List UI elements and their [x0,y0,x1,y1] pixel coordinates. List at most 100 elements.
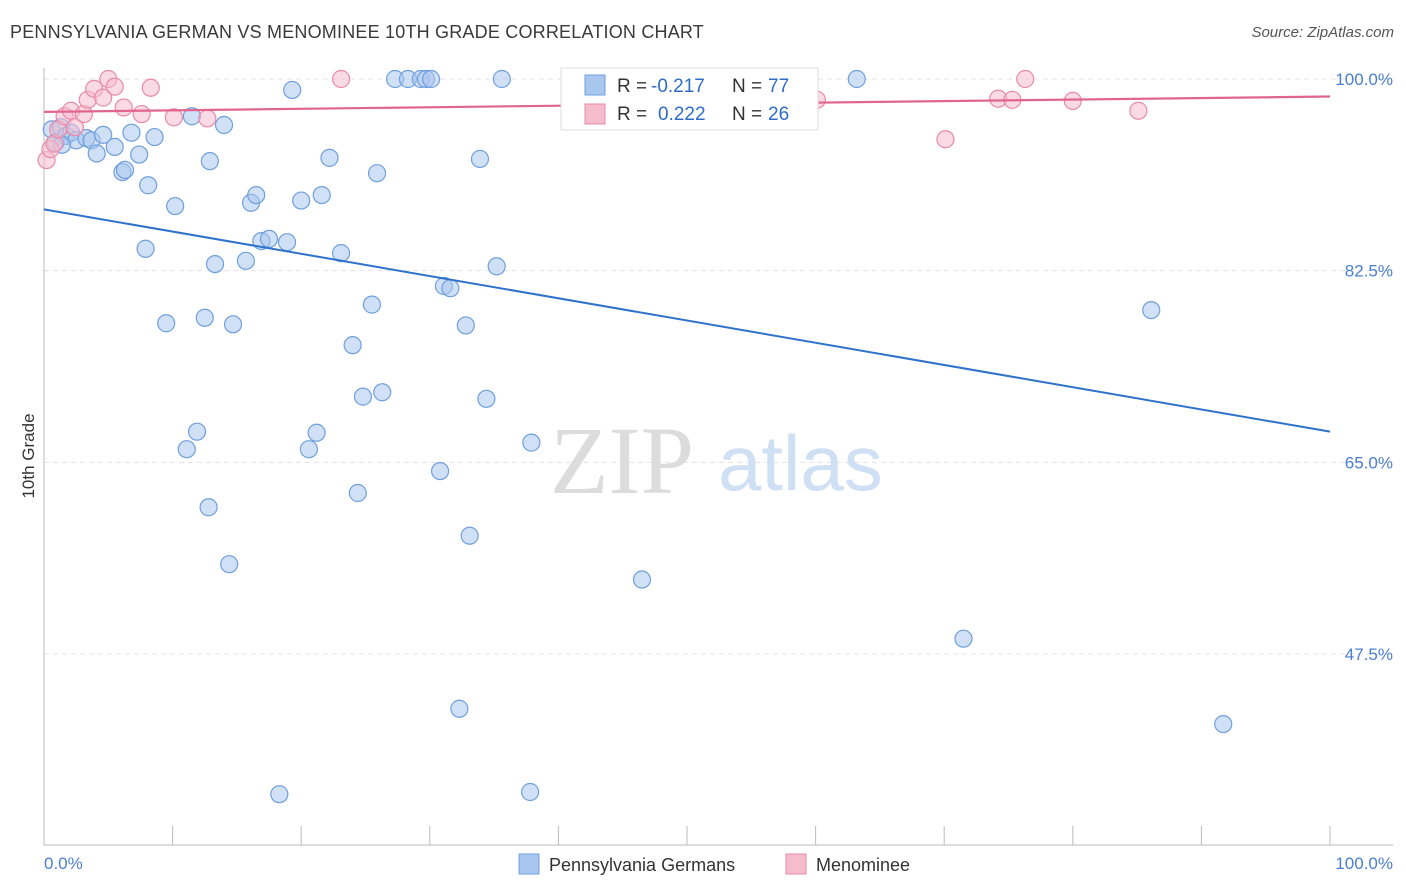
data-point [157,314,176,333]
watermark-atlas: atlas [718,419,883,507]
data-point [187,422,207,441]
data-point [362,295,382,314]
data-point [247,185,266,205]
data-point [441,279,460,298]
data-point [164,108,183,127]
data-point [105,77,124,96]
legend-swatch-blue [584,74,606,96]
data-point [353,387,373,406]
r-value-2: 0.222 [658,104,706,125]
data-point [130,145,149,164]
data-point [632,570,652,589]
data-point [223,315,243,334]
data-point [115,160,135,180]
data-point [283,80,302,100]
trend-line-pennsylvania-germans [43,208,1331,433]
data-point [132,104,151,124]
data-point [331,69,351,89]
grid-lines [44,78,1393,655]
data-point [65,118,84,137]
data-point [936,130,955,149]
data-point [205,254,225,274]
data-point [521,782,540,802]
data-point [277,233,297,252]
y-tick-label: 47.5% [1345,645,1393,664]
data-point [177,440,196,459]
data-point [492,69,511,89]
data-point [312,185,331,205]
y-tick-label: 82.5% [1345,262,1393,281]
r-value-1: -0.217 [651,76,705,97]
n-value-2: 26 [768,104,789,125]
data-point [145,127,164,147]
data-point [307,423,326,442]
data-point [470,149,490,169]
bottom-legend-swatch-blue [518,853,540,875]
data-point [1214,714,1233,734]
data-point [348,483,367,503]
data-point [299,440,319,459]
data-point [373,383,392,402]
data-point [236,251,256,270]
data-point [320,148,339,167]
data-point [954,629,973,648]
data-point [460,526,479,545]
axes [43,68,1393,846]
data-point [847,69,866,89]
data-point [198,109,217,128]
y-tick-labels: 100.0% 82.5% 65.0% 47.5% [1335,70,1393,664]
chart-title: PENNSYLVANIA GERMAN VS MENOMINEE 10TH GR… [10,22,704,42]
data-point [94,125,113,144]
trend-lines [43,95,1331,433]
stats-legend: R = -0.217 N = 77 R = 0.222 N = 26 [560,67,819,131]
data-point [259,229,279,249]
data-point [292,191,311,210]
data-point [214,115,234,135]
data-point [114,98,133,117]
data-point [450,699,469,718]
watermark-zip: ZIP [550,407,694,514]
data-point [195,308,214,327]
r-label-2: R = [617,104,647,125]
data-point [343,336,362,355]
data-point [270,785,289,804]
data-point [220,555,239,574]
data-point [421,69,441,89]
data-point [199,498,218,517]
data-point [477,389,496,408]
data-point [1063,91,1082,111]
data-point [200,152,219,171]
source-label: Source: ZipAtlas.com [1251,24,1394,41]
data-point [522,433,541,452]
x-tick-label-max: 100.0% [1335,854,1393,873]
data-point [1129,101,1148,120]
n-value-1: 77 [768,76,789,97]
data-point [487,257,506,276]
data-point [430,461,450,481]
data-point [105,137,124,157]
data-point [139,176,158,195]
data-point [122,123,141,142]
n-label-1: N = [732,76,762,97]
data-point [1142,300,1161,320]
y-tick-label: 65.0% [1345,453,1393,472]
legend-swatch-pink [584,103,606,125]
y-axis-title: 10th Grade [19,413,38,498]
data-point [166,196,185,216]
data-point [141,78,160,97]
bottom-legend-label-blue: Pennsylvania Germans [549,855,735,875]
data-point [94,88,113,107]
data-point [367,164,387,183]
bottom-legend-swatch-pink [785,853,807,875]
data-point [1016,69,1035,89]
x-tick-label-min: 0.0% [44,854,83,873]
data-point [87,144,106,163]
r-label-1: R = [617,76,647,97]
bottom-legend: Pennsylvania Germans Menominee [518,853,910,875]
data-point [136,239,155,258]
bottom-legend-label-pink: Menominee [816,855,910,875]
n-label-2: N = [732,104,762,125]
y-tick-label: 100.0% [1335,70,1393,89]
data-point [456,316,475,335]
